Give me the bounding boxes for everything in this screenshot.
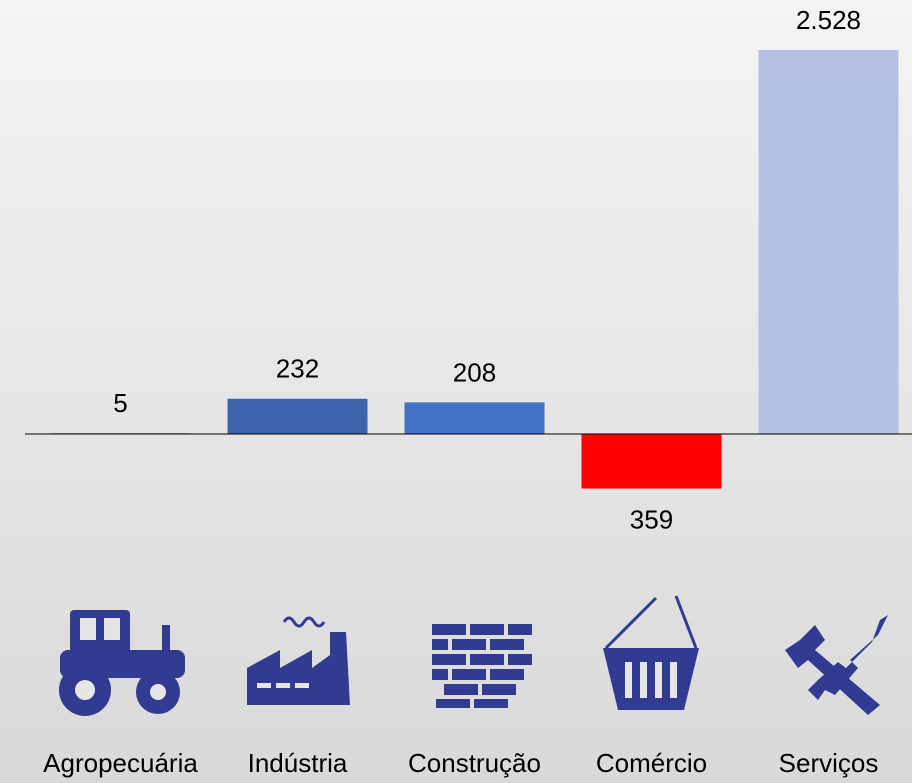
bar xyxy=(758,50,899,434)
x-tick-label: Serviços xyxy=(779,748,879,778)
icon-tractor xyxy=(59,610,185,716)
x-tick-label: Construção xyxy=(408,748,541,778)
x-tick-label: Comércio xyxy=(596,748,707,778)
x-tick-label: Agropecuária xyxy=(43,748,198,778)
value-label: 232 xyxy=(276,354,319,384)
value-label: 2.528 xyxy=(796,5,861,35)
bar xyxy=(227,398,368,434)
value-label: 208 xyxy=(453,357,496,387)
value-label: 5 xyxy=(113,388,127,418)
icon-tools xyxy=(785,615,888,715)
bar xyxy=(404,402,545,434)
icon-basket xyxy=(603,595,699,710)
icon-factory xyxy=(247,616,350,705)
icon-bricks xyxy=(432,624,532,708)
value-label: 359 xyxy=(630,504,673,534)
bar xyxy=(581,434,722,489)
x-tick-label: Indústria xyxy=(248,748,348,778)
